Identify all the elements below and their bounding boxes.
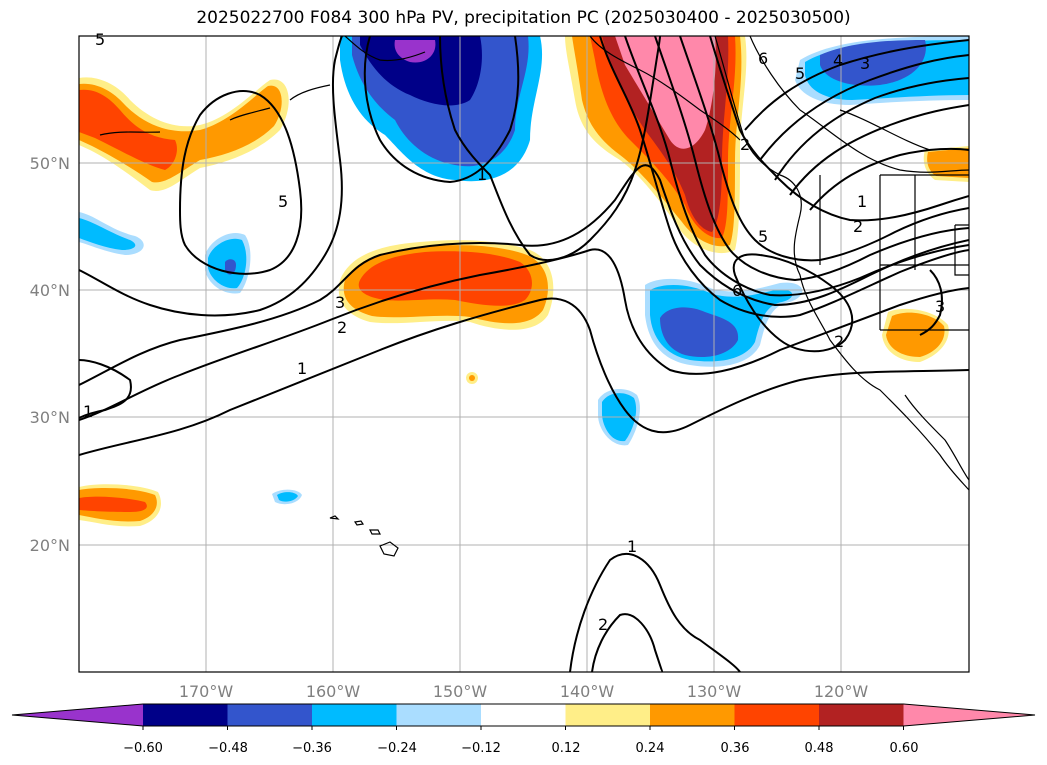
lon-label: 150°W [433, 682, 488, 701]
longitude-labels: 170°W 160°W 150°W 140°W 130°W 120°W [179, 682, 869, 701]
colorbar-segment [734, 704, 820, 726]
contour-label: 2 [853, 217, 863, 236]
lat-label: 50°N [30, 154, 70, 173]
contour-label: 2 [740, 135, 750, 154]
colorbar-tick-label: 0.60 [890, 741, 919, 756]
contour-label: 1 [83, 402, 93, 421]
contour-label: 3 [335, 293, 345, 312]
contour-label: 4 [833, 51, 843, 70]
lon-label: 120°W [814, 682, 869, 701]
colorbar-segment [312, 704, 397, 726]
contour-labels: 5 5 3 2 1 1 1 2 4 3 5 1 2 5 6 2 3 6 1 2 [83, 30, 945, 634]
colorbar-segment [819, 704, 904, 726]
contour-label: 1 [627, 537, 637, 556]
lat-label: 40°N [30, 281, 70, 300]
colorbar-tick-label: −0.12 [461, 741, 501, 756]
contour-label: 1 [297, 359, 307, 378]
contour-label: 1 [477, 165, 487, 184]
contour-label: 5 [278, 192, 288, 211]
contour-label: 2 [834, 332, 844, 351]
colorbar-tick-label: 0.36 [721, 741, 750, 756]
lon-label: 140°W [560, 682, 615, 701]
contour-label: 6 [732, 281, 742, 300]
lon-label: 160°W [306, 682, 361, 701]
contour-label: 2 [598, 615, 608, 634]
colorbar-segment [227, 704, 313, 726]
colorbar-tick-label: 0.12 [552, 741, 581, 756]
colorbar-tick-label: −0.60 [123, 741, 163, 756]
colorbar-segment [143, 704, 228, 726]
colorbar-segment [396, 704, 482, 726]
colorbar-extend-min [12, 704, 143, 726]
contour-label: 3 [860, 54, 870, 73]
lon-label: 170°W [179, 682, 234, 701]
lat-label: 20°N [30, 536, 70, 555]
latitude-labels: 50°N 40°N 30°N 20°N [30, 154, 70, 555]
colorbar-tick-label: 0.24 [636, 741, 665, 756]
colorbar [11, 703, 1036, 730]
colorbar-labels: −0.60 −0.48 −0.36 −0.24 −0.12 0.12 0.24 … [123, 741, 918, 756]
colorbar-segment [481, 704, 566, 726]
lat-label: 30°N [30, 408, 70, 427]
contour-label: 1 [857, 192, 867, 211]
contour-label: 2 [337, 318, 347, 337]
colorbar-tick-label: −0.24 [377, 741, 417, 756]
colorbar-tick-label: −0.36 [292, 741, 332, 756]
colorbar-segment [565, 704, 651, 726]
colorbar-tick-label: 0.48 [805, 741, 834, 756]
colorbar-tick-label: −0.48 [208, 741, 248, 756]
lon-label: 130°W [687, 682, 742, 701]
contour-label: 3 [935, 297, 945, 316]
colorbar-segment [650, 704, 735, 726]
contour-label: 5 [795, 64, 805, 83]
pv-contours [79, 36, 969, 672]
colorbar-extend-max [903, 704, 1035, 726]
plot-title: 2025022700 F084 300 hPa PV, precipitatio… [196, 8, 851, 28]
hawaii-islands [329, 515, 399, 557]
contour-label: 5 [758, 227, 768, 246]
contour-label: 6 [758, 49, 768, 68]
map-frame [78, 35, 970, 673]
contour-label: 5 [95, 30, 105, 49]
